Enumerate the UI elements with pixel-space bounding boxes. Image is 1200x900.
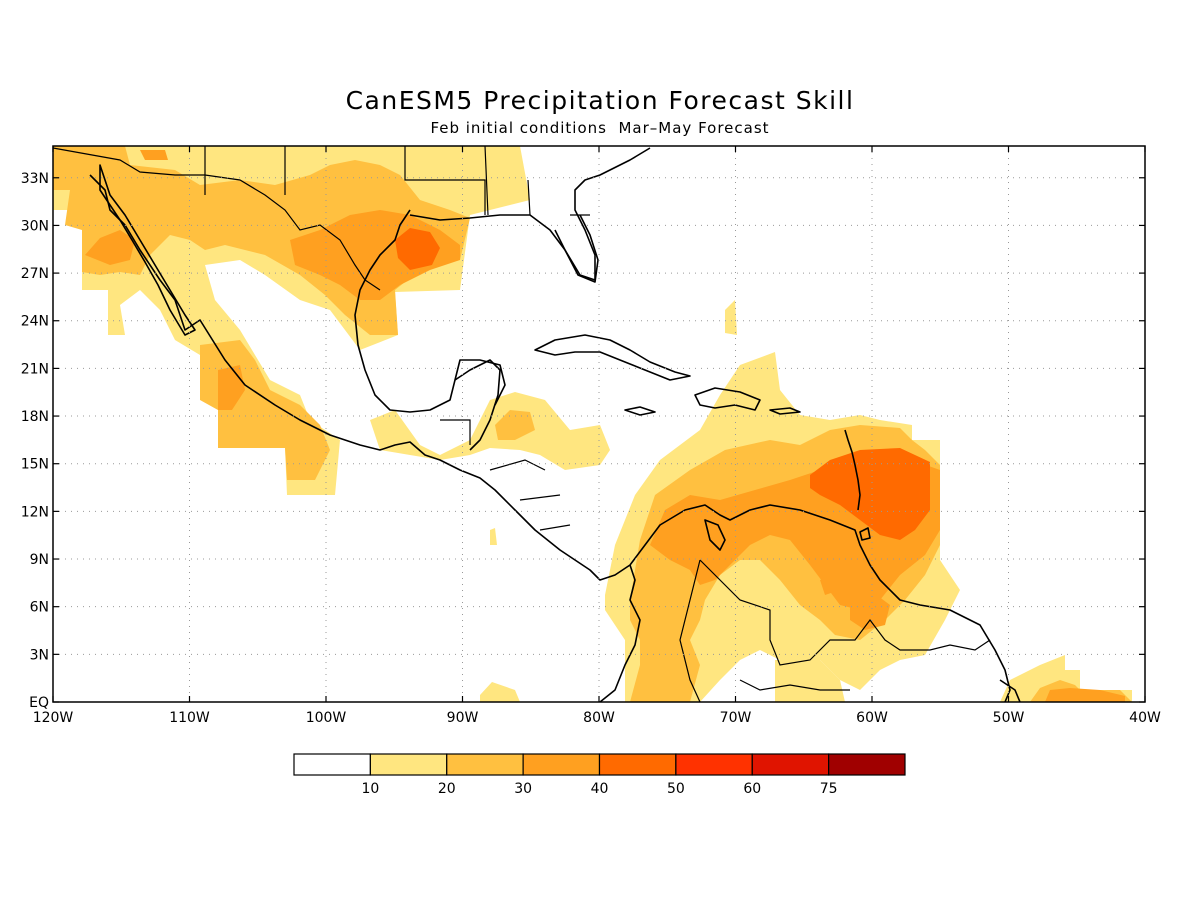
south-america-north-coast [629,504,1011,702]
colorbar-swatch [293,753,371,776]
grid-lines [53,146,1145,702]
lat-tick-label: 33N [21,171,49,187]
lon-tick-label: 100W [306,710,347,726]
lat-tick-label: 12N [21,504,49,520]
shade-northwest-orange [85,230,135,265]
shade-orinoco-orange [820,575,840,595]
gulf-of-mexico-coast [354,209,501,451]
lon-tick-label: 110W [169,710,210,726]
shade-isolated-light-4 [775,660,845,702]
longitude-axis: 120W 110W 100W 90W 80W 70W 60W 50W 40W [33,146,1161,726]
lat-tick-label: 9N [30,552,49,568]
colorbar-swatch [446,753,524,776]
lat-tick-label: 27N [21,266,49,282]
coastlines [89,147,1021,702]
lat-tick-label: 21N [21,361,49,377]
lon-tick-label: 60W [856,710,888,726]
lon-tick-label: 40W [1129,710,1161,726]
hispaniola [694,387,761,411]
baja-california [99,164,196,336]
colorbar-swatch [675,753,753,776]
colorbar-label: 75 [820,781,838,797]
map-title: CanESM5 Precipitation Forecast Skill [345,86,855,115]
lon-tick-label: 80W [583,710,615,726]
colorbar-label: 20 [438,781,456,797]
us-state-lines [204,146,590,216]
colombia-venezuela-border [679,559,701,702]
yucatan-coast [454,359,506,406]
northeast-brazil-coast [999,679,1021,702]
lat-tick-label: 30N [21,218,49,234]
colorbar-swatch [828,753,906,776]
lat-tick-label: 15N [21,457,49,473]
shade-equator-east-orange [1045,688,1125,702]
shade-isolated-light-3 [490,528,497,545]
colorbar-label: 30 [514,781,532,797]
central-america-borders [440,419,571,531]
shade-isolated-light-2 [480,682,520,702]
lon-tick-label: 70W [720,710,752,726]
colorbar-label: 50 [667,781,685,797]
colorbar-swatch [751,753,830,776]
lat-tick-label: EQ [29,695,49,711]
lat-tick-label: 3N [30,647,49,663]
colorbar-swatch [598,753,677,776]
colorbar-swatch [522,753,601,776]
shade-lesser-antilles-red [810,448,930,540]
lesser-antilles [844,429,861,511]
skill-shading [53,146,1132,702]
south-america-pacific [599,564,641,702]
brazil-border [739,679,850,691]
lon-tick-label: 120W [33,710,74,726]
florida [554,214,599,283]
south-america-borders [699,559,991,666]
us-mexico-border [53,147,381,291]
colorbar-label: 10 [361,781,379,797]
map-subtitle: Feb initial conditions Mar–May Forecast [430,119,770,137]
trinidad [859,527,871,541]
mexico-pacific-coast [89,174,631,581]
skill-40-50-regions [395,228,930,540]
lat-tick-label: 18N [21,409,49,425]
lon-tick-label: 90W [447,710,479,726]
political-borders [53,146,991,702]
jamaica [624,406,656,416]
colorbar-label: 40 [591,781,609,797]
cuba [534,334,691,381]
shade-isolated-light-1 [725,300,737,335]
shade-honduras-medium [495,410,535,440]
colorbar: 10 20 30 40 50 60 75 [293,753,906,797]
shade-texas-coast-red [395,228,440,270]
maracaibo [704,519,726,551]
lat-tick-label: 24N [21,314,49,330]
colorbar-label: 60 [743,781,761,797]
shade-central-america-light [370,392,610,470]
puerto-rico [769,407,801,415]
lat-tick-label: 6N [30,600,49,616]
shade-north-mex-orange-2 [140,150,168,160]
colorbar-swatch [369,753,448,776]
skill-20-30-regions [53,146,1132,702]
shade-guiana-orange [850,590,890,630]
lon-tick-label: 50W [993,710,1025,726]
latitude-axis: 33N 30N 27N 24N 21N 18N 15N 12N 9N 6N 3N EQ [21,171,1145,711]
